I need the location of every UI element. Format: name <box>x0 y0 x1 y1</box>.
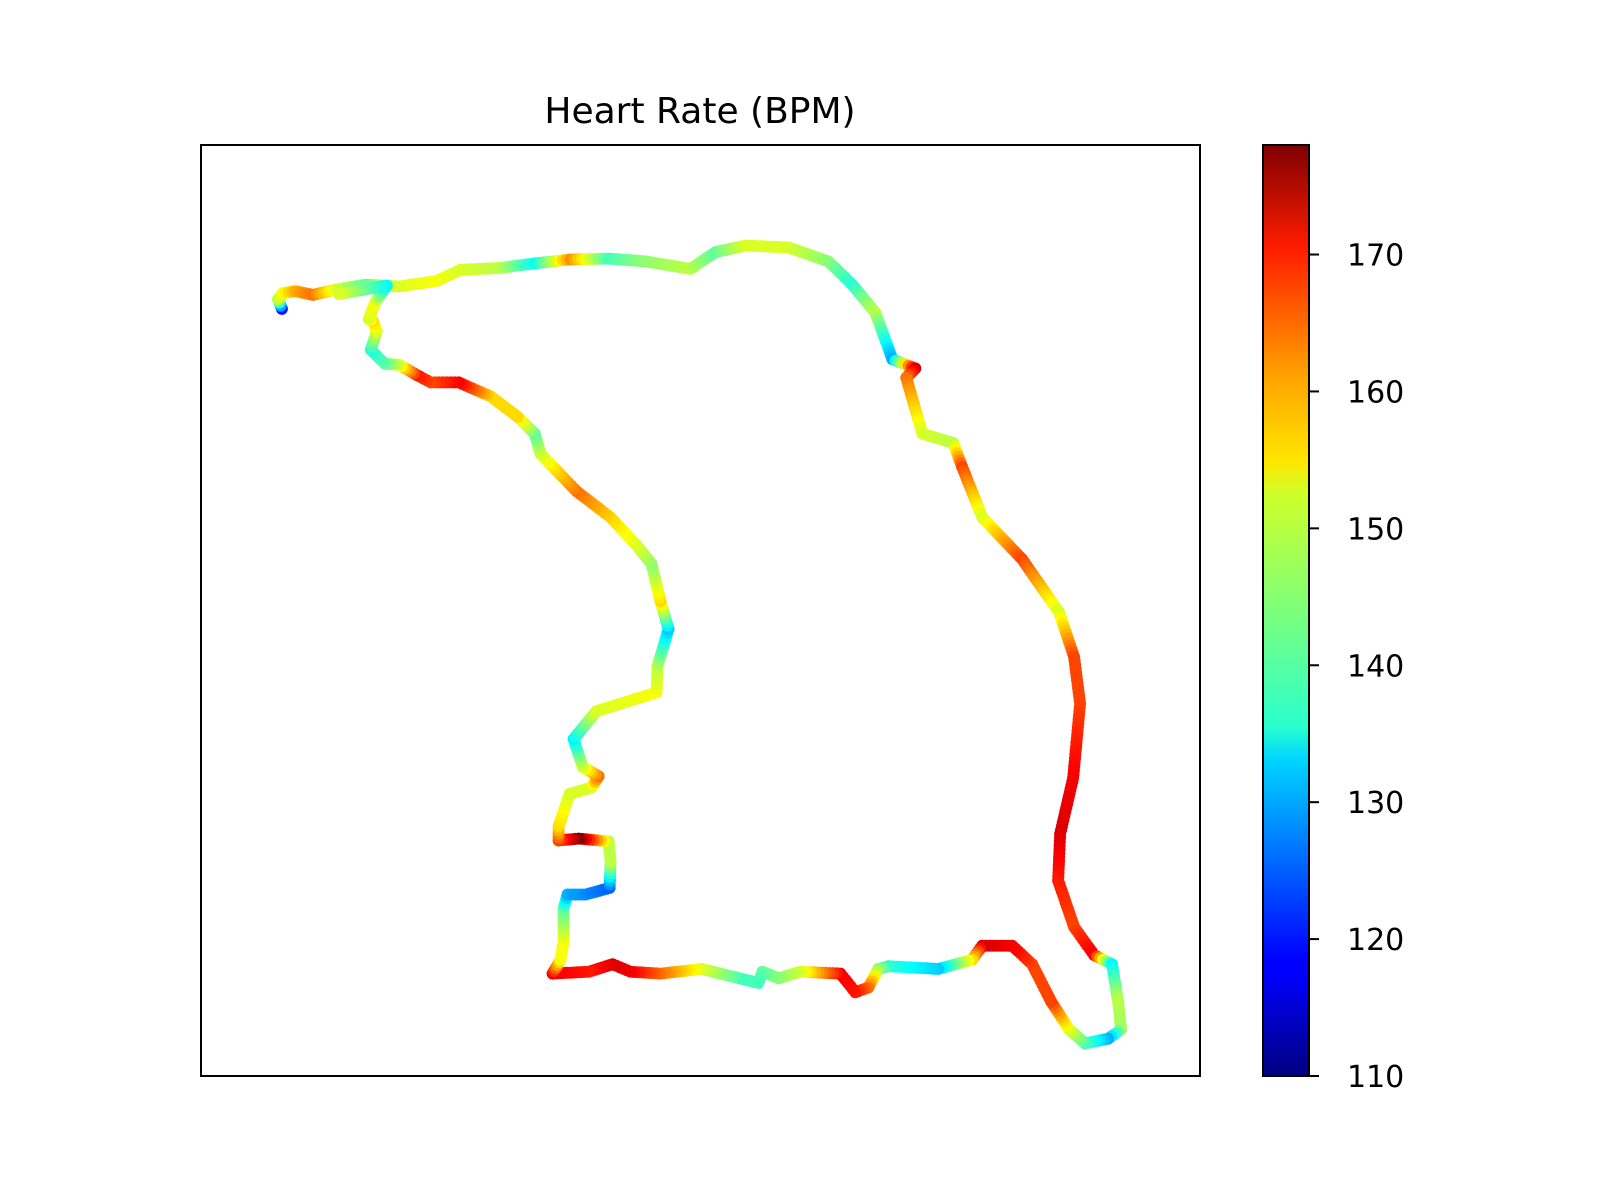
colorbar-tick-label: 130 <box>1347 786 1404 821</box>
chart-title: Heart Rate (BPM) <box>544 91 855 132</box>
colorbar-tick-label: 140 <box>1347 649 1404 684</box>
track-point <box>332 288 345 300</box>
plot-area-frame <box>200 144 1201 1077</box>
colorbar <box>1262 144 1310 1077</box>
colorbar-tick-label: 160 <box>1347 375 1404 410</box>
colorbar-ticks: 110 120 130 140 150 160 170 <box>1309 239 1404 1095</box>
colorbar-tick-label: 170 <box>1347 239 1404 274</box>
colorbar-tick-label: 150 <box>1347 512 1404 547</box>
track-points <box>271 239 1128 1050</box>
colorbar-tick-label: 110 <box>1347 1060 1404 1095</box>
colorbar-tick-label: 120 <box>1347 923 1404 958</box>
